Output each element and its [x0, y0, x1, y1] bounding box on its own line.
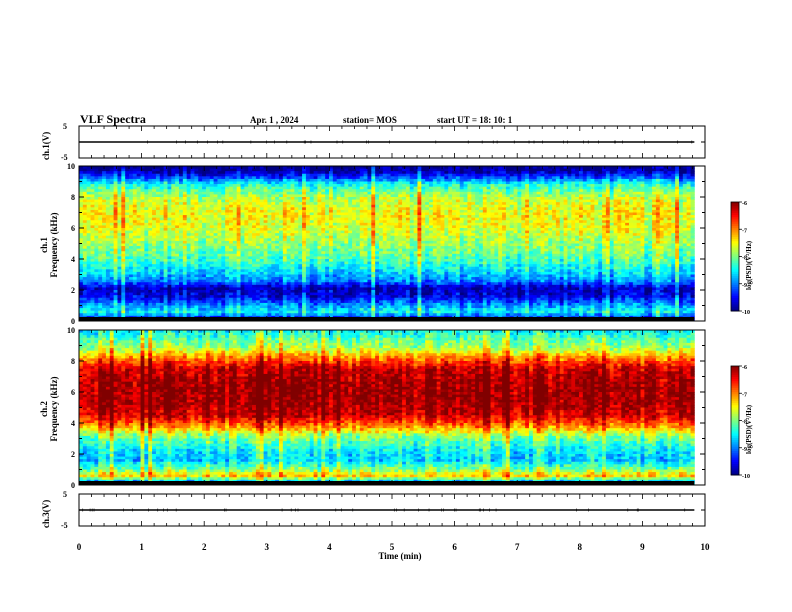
- x-tick-label: 9: [640, 542, 645, 552]
- spec1-axis-label-frequency: Frequency (kHz): [49, 200, 59, 290]
- y-tick-label: 6: [71, 224, 75, 233]
- y-tick-label: 10: [67, 326, 75, 335]
- colorbar-tick-label: -6: [742, 365, 747, 371]
- y-tick-label: 0: [71, 317, 75, 326]
- y-tick-label: 4: [71, 419, 75, 428]
- colorbar2-label: log(PSD)(V²/Hz): [745, 405, 753, 454]
- x-tick-label: 7: [515, 542, 520, 552]
- y-tick-label: 8: [71, 357, 75, 366]
- spec2-axis-label-channel: ch.2: [39, 364, 49, 454]
- x-tick-label: 0: [77, 542, 82, 552]
- y-tick-label: 8: [71, 193, 75, 202]
- colorbar-ch2: [731, 366, 739, 476]
- spectrogram-baseline-band: [79, 481, 694, 485]
- x-tick-label: 3: [265, 542, 270, 552]
- spec1-axis-label-channel: ch.1: [39, 200, 49, 290]
- colorbar-tick-label: -6: [742, 201, 747, 207]
- colorbar-tick-label: -10: [742, 474, 750, 480]
- y-tick-label: 4: [71, 255, 75, 264]
- ch3-tick-bottom: -5: [61, 521, 68, 530]
- ch3-axis-label: ch.3(V): [41, 500, 51, 528]
- y-tick-label: 10: [67, 162, 75, 171]
- colorbar-tick-label: -7: [742, 392, 747, 398]
- y-tick-label: 0: [71, 481, 75, 490]
- spectrogram-ch1: [79, 166, 695, 321]
- x-tick-label: 6: [452, 542, 457, 552]
- colorbar1-label: log(PSD)(V²/Hz): [745, 241, 753, 290]
- colorbar-tick-label: -7: [742, 228, 747, 234]
- ch1-tick-bottom: -5: [61, 153, 68, 162]
- x-axis-title: Time (min): [350, 551, 450, 561]
- spec2-axis-label-frequency: Frequency (kHz): [49, 364, 59, 454]
- y-tick-label: 6: [71, 388, 75, 397]
- x-tick-label: 8: [578, 542, 583, 552]
- colorbar-ch1: [731, 202, 739, 312]
- ch1-axis-label: ch.1(V): [41, 132, 51, 160]
- spectrogram-baseline-band: [79, 317, 694, 321]
- y-tick-label: 2: [71, 286, 75, 295]
- spectrogram-ch2: [79, 330, 695, 485]
- x-tick-label: 1: [139, 542, 144, 552]
- x-tick-label: 4: [327, 542, 332, 552]
- y-tick-label: 2: [71, 450, 75, 459]
- colorbar-tick-label: -10: [742, 310, 750, 316]
- ch1-tick-top: 5: [63, 122, 67, 131]
- x-tick-label: 10: [701, 542, 711, 552]
- x-tick-label: 2: [202, 542, 207, 552]
- ch3-tick-top: 5: [63, 490, 67, 499]
